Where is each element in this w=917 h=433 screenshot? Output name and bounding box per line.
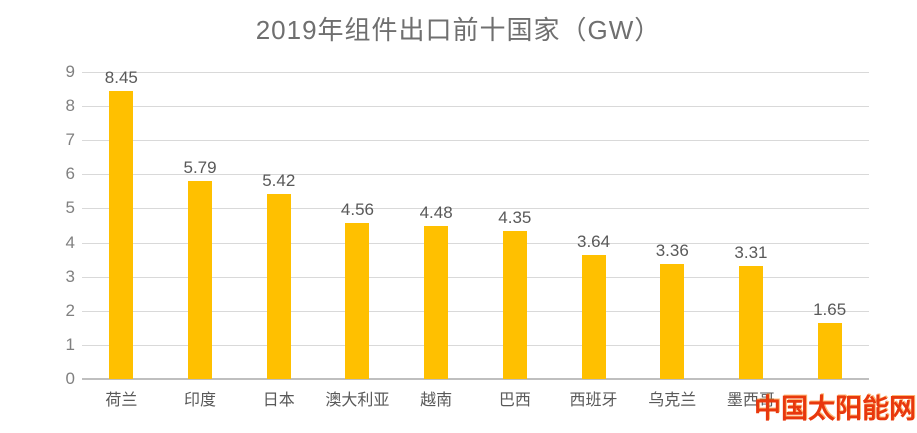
bar-value-label: 1.65 [813,299,847,319]
watermark: 中国太阳能网 [754,394,916,424]
x-axis-category-label: 巴西 [498,392,531,409]
bar-value-label: 5.42 [262,171,296,191]
x-axis-category-label: 澳大利亚 [325,392,390,409]
y-axis-tick-label: 1 [65,334,75,354]
gridline [82,310,869,312]
y-axis-tick-label: 8 [65,96,75,116]
gridline [82,140,869,142]
gridline [82,242,869,244]
bar-西班牙 [581,254,606,379]
gridline [82,72,869,73]
bar-巴西 [502,230,527,379]
gridline [82,344,869,346]
bar-value-label: 4.35 [498,207,532,227]
y-axis-tick-label: 4 [65,232,75,252]
y-axis-tick-label: 6 [65,164,75,184]
bar-越南 [424,226,449,379]
bar-value-label: 3.64 [576,231,611,251]
bar-墨西哥 [738,266,763,379]
bar-乌克兰 [660,264,685,379]
y-axis-tick-label: 7 [65,130,75,150]
y-axis-tick-label: 5 [65,198,75,218]
bar-value-label: 4.48 [419,203,453,223]
bar-value-label: 4.56 [340,200,374,220]
x-axis-category-label: 越南 [420,392,453,409]
bar-hidden [817,322,842,379]
bar-日本 [266,194,291,379]
gridline [82,174,869,176]
y-axis-tick-label: 9 [65,62,75,81]
x-axis-category-label: 乌克兰 [648,392,697,409]
bar-value-label: 3.36 [655,241,689,261]
gridline [82,276,869,278]
x-axis-category-label: 印度 [184,392,217,409]
bar-value-label: 3.31 [734,243,768,263]
y-axis-tick-label: 0 [65,369,75,388]
x-axis-category-label: 荷兰 [105,392,138,409]
x-axis-line [82,378,869,380]
y-axis-tick-label: 3 [65,266,75,286]
x-axis-category-label: 日本 [262,392,295,409]
x-axis-category-label: 墨西哥 [726,392,775,409]
y-axis-tick-label: 2 [65,300,75,320]
gridline [82,106,869,108]
gridline [82,208,869,210]
bar-印度 [188,181,213,379]
bar-value-label: 5.79 [183,158,217,178]
bar-value-label: 8.45 [104,67,138,87]
chart-title: 2019年组件出口前十国家（GW） [255,15,662,45]
bar-荷兰 [109,90,134,379]
bar-澳大利亚 [345,223,370,379]
x-axis-category-label: 西班牙 [569,392,618,409]
